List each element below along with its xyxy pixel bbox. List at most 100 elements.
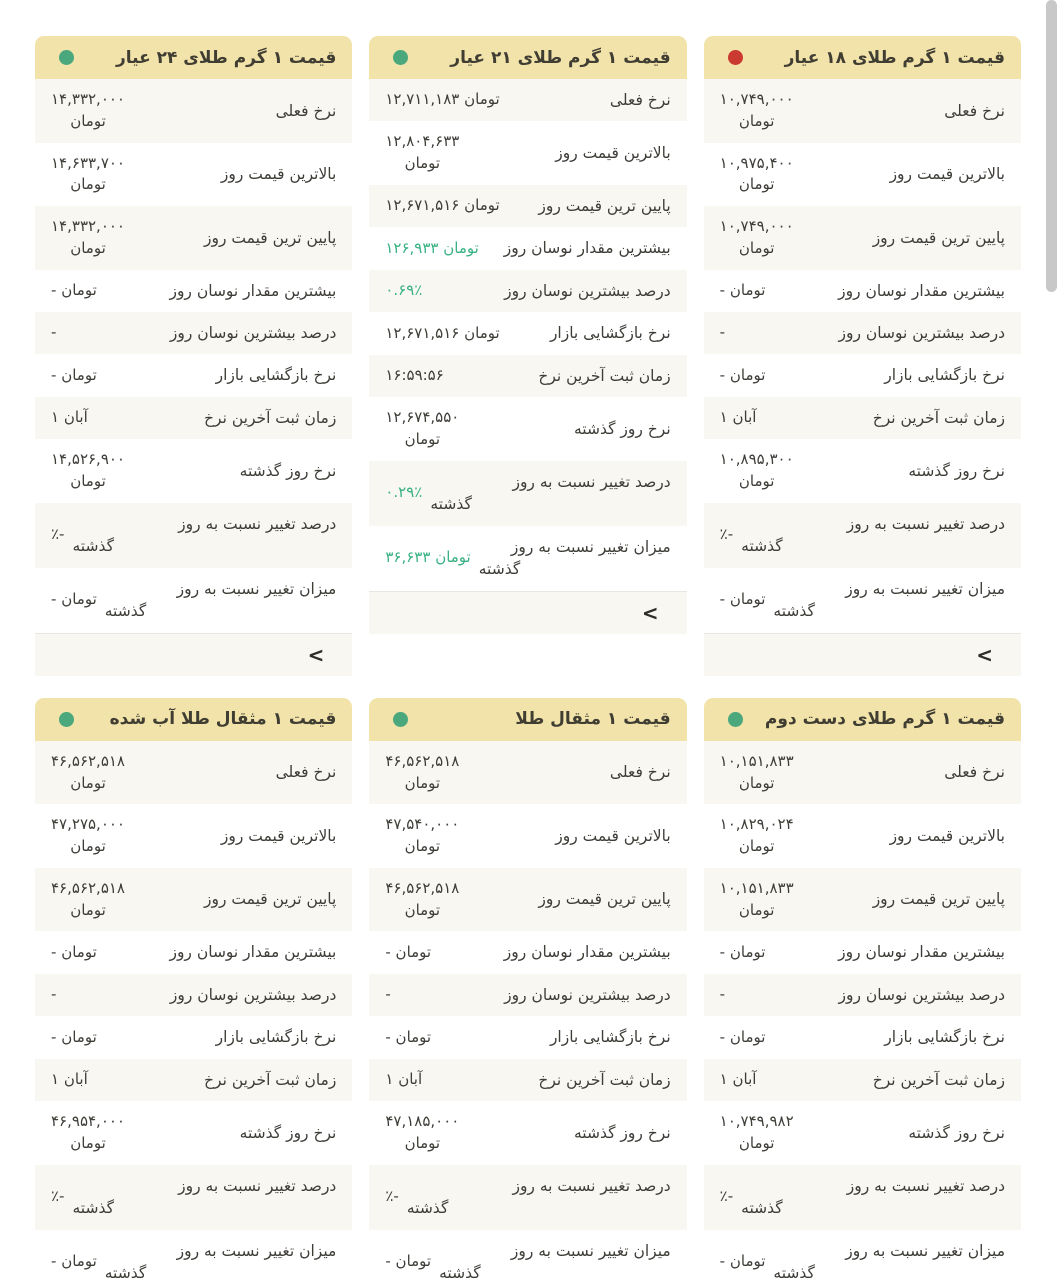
row-label-line: نرخ روز گذشته bbox=[239, 461, 337, 480]
row-value-line: تومان bbox=[51, 174, 125, 196]
value-token: تومان bbox=[464, 323, 500, 342]
row-value: ۱۰,۷۴۹,۹۸۲ تومان bbox=[720, 1111, 794, 1155]
price-row: درصد بیشترین نوسان روز ۰.۶۹٪ bbox=[369, 269, 687, 313]
row-label: درصد بیشترین نوسان روز bbox=[56, 322, 337, 344]
price-row: بالاترین قیمت روز ۱۲,۸۰۴,۶۳۳ تومان bbox=[369, 121, 687, 185]
row-value-line: - تومان bbox=[385, 942, 431, 964]
row-label-line: درصد تغییر نسبت به روز bbox=[846, 514, 1005, 533]
row-value-line: - bbox=[385, 984, 390, 1006]
row-label: درصد تغییر نسبت به روز گذشته bbox=[733, 1175, 1005, 1220]
row-value-line: تومان bbox=[51, 471, 125, 493]
value-token: - bbox=[719, 280, 726, 299]
row-value-line: - تومان bbox=[385, 1251, 431, 1273]
price-card: قیمت ۱ گرم طلای ۱۸ عیار نرخ فعلی ۱۰,۷۴۹,… bbox=[703, 36, 1021, 676]
row-value-line: - تومان bbox=[720, 942, 766, 964]
row-label: زمان ثبت آخرین نرخ bbox=[422, 1069, 670, 1091]
row-label: درصد تغییر نسبت به روز گذشته bbox=[64, 1175, 336, 1220]
card-footer[interactable]: < bbox=[35, 632, 353, 676]
row-value: ۱۲,۶۷۱,۵۱۶ تومان bbox=[385, 323, 499, 345]
value-token: ۱۰,۸۹۵,۳۰۰ bbox=[719, 450, 794, 469]
value-token: ۱۲,۶۷۱,۵۱۶ bbox=[385, 196, 460, 215]
price-row: درصد تغییر نسبت به روز گذشته ٪- bbox=[369, 1164, 687, 1230]
price-row: بیشترین مقدار نوسان روز - تومان bbox=[703, 931, 1021, 974]
row-value: ۴۷,۵۴۰,۰۰۰ تومان bbox=[385, 814, 459, 858]
value-token: - bbox=[719, 1252, 726, 1271]
price-row: بالاترین قیمت روز ۴۷,۵۴۰,۰۰۰ تومان bbox=[369, 804, 687, 868]
chevron-left-icon[interactable]: < bbox=[976, 642, 993, 667]
value-token: - bbox=[51, 1027, 57, 1046]
value-token: تومان bbox=[435, 548, 471, 567]
row-value-line: ۱۲,۶۷۱,۵۱۶ تومان bbox=[385, 323, 499, 345]
price-row: میزان تغییر نسبت به روز گذشته - تومان bbox=[703, 567, 1021, 633]
row-label-line: گذشته bbox=[72, 537, 114, 556]
row-label-line: درصد تغییر نسبت به روز bbox=[178, 1176, 337, 1195]
value-token: ۱ bbox=[385, 1070, 394, 1089]
row-label: نرخ فعلی bbox=[794, 761, 1005, 783]
value-token: ۱ bbox=[719, 1070, 728, 1089]
row-value-line: - bbox=[720, 322, 725, 344]
chevron-left-icon[interactable]: < bbox=[641, 600, 659, 625]
value-token: تومان bbox=[404, 837, 441, 855]
row-value-line: تومان bbox=[720, 174, 794, 196]
row-value-line: ۱ آبان bbox=[720, 407, 757, 429]
row-value-line: ۴۷,۵۴۰,۰۰۰ bbox=[385, 814, 459, 836]
card-footer[interactable]: < bbox=[369, 590, 687, 634]
value-token: تومان bbox=[464, 196, 500, 215]
row-label-line: میزان تغییر نسبت به روز bbox=[845, 1241, 1005, 1260]
row-label-line: پایین ترین قیمت روز bbox=[204, 228, 337, 247]
row-value-line: ۴۶,۵۶۲,۵۱۸ bbox=[51, 751, 125, 773]
row-value-line: ۱۰,۱۵۱,۸۳۳ bbox=[720, 751, 794, 773]
price-row: بالاترین قیمت روز ۱۰,۹۷۵,۴۰۰ تومان bbox=[703, 142, 1021, 206]
row-label: زمان ثبت آخرین نرخ bbox=[756, 407, 1005, 429]
row-label: نرخ فعلی bbox=[500, 89, 671, 111]
row-value-line: ۱ آبان bbox=[51, 407, 88, 429]
row-value: ۱ آبان bbox=[720, 407, 757, 429]
card-header: قیمت ۱ گرم طلای ۱۸ عیار bbox=[703, 36, 1021, 79]
row-label-line: گذشته bbox=[741, 1199, 783, 1218]
value-token: تومان bbox=[70, 111, 106, 130]
price-row: نرخ فعلی ۱۲,۷۱۱,۱۸۳ تومان bbox=[369, 79, 687, 122]
row-label: بالاترین قیمت روز bbox=[794, 163, 1005, 185]
row-value-line: تومان bbox=[720, 471, 794, 493]
value-token: آبان bbox=[398, 1070, 423, 1089]
price-row: درصد بیشترین نوسان روز - bbox=[703, 973, 1021, 1017]
value-token: ۱۴,۳۳۲,۰۰۰ bbox=[51, 90, 125, 108]
card-header: قیمت ۱ مثقال طلا bbox=[369, 697, 687, 741]
value-token: تومان bbox=[61, 1027, 97, 1046]
row-value: - تومان bbox=[51, 1251, 97, 1273]
row-value-line: - bbox=[720, 984, 725, 1006]
row-value: ۱۴,۳۳۲,۰۰۰ تومان bbox=[51, 216, 125, 260]
row-value-line: تومان bbox=[51, 238, 125, 260]
row-label-line: زمان ثبت آخرین نرخ bbox=[204, 1070, 337, 1089]
value-token: تومان bbox=[70, 900, 106, 919]
value-token: - bbox=[51, 365, 57, 384]
row-label-line: درصد بیشترین نوسان روز bbox=[838, 985, 1006, 1004]
price-row: نرخ بازگشایی بازار - تومان bbox=[369, 1016, 687, 1059]
row-value: - bbox=[385, 984, 390, 1006]
row-label-line: بیشترین مقدار نوسان روز bbox=[838, 281, 1005, 300]
card-header: قیمت ۱ گرم طلای ۲۴ عیار bbox=[35, 36, 353, 79]
value-token: آبان bbox=[63, 1070, 88, 1089]
row-value: ۴۶,۵۶۲,۵۱۸ تومان bbox=[51, 878, 125, 922]
row-label-line: درصد بیشترین نوسان روز bbox=[838, 323, 1006, 342]
row-label-line: نرخ فعلی bbox=[944, 101, 1005, 120]
row-label: پایین ترین قیمت روز bbox=[794, 227, 1005, 249]
row-label: نرخ فعلی bbox=[125, 761, 337, 783]
row-value: ۱ آبان bbox=[385, 1069, 422, 1091]
row-value: ۰.۶۹٪ bbox=[385, 280, 422, 302]
row-label: میزان تغییر نسبت به روز گذشته bbox=[471, 536, 671, 581]
row-label-line: گذشته bbox=[478, 560, 521, 579]
row-value-line: تومان bbox=[51, 111, 125, 133]
row-value-line: ۴۶,۵۶۲,۵۱۸ bbox=[51, 878, 125, 900]
card-footer[interactable]: < bbox=[703, 632, 1021, 676]
row-label-line: درصد تغییر نسبت به روز bbox=[178, 514, 337, 533]
row-label-line: میزان تغییر نسبت به روز bbox=[845, 579, 1005, 598]
row-value: ۴۶,۵۶۲,۵۱۸ تومان bbox=[385, 878, 459, 922]
value-token: ۴۶,۵۶۲,۵۱۸ bbox=[51, 751, 125, 770]
chevron-left-icon[interactable]: < bbox=[307, 642, 325, 667]
price-row: نرخ بازگشایی بازار - تومان bbox=[703, 354, 1021, 397]
row-value: - تومان bbox=[720, 589, 766, 611]
price-row: پایین ترین قیمت روز ۴۶,۵۶۲,۵۱۸ تومان bbox=[369, 867, 687, 932]
row-value-line: - تومان bbox=[51, 589, 97, 611]
scrollbar-thumb[interactable] bbox=[1046, 0, 1057, 292]
